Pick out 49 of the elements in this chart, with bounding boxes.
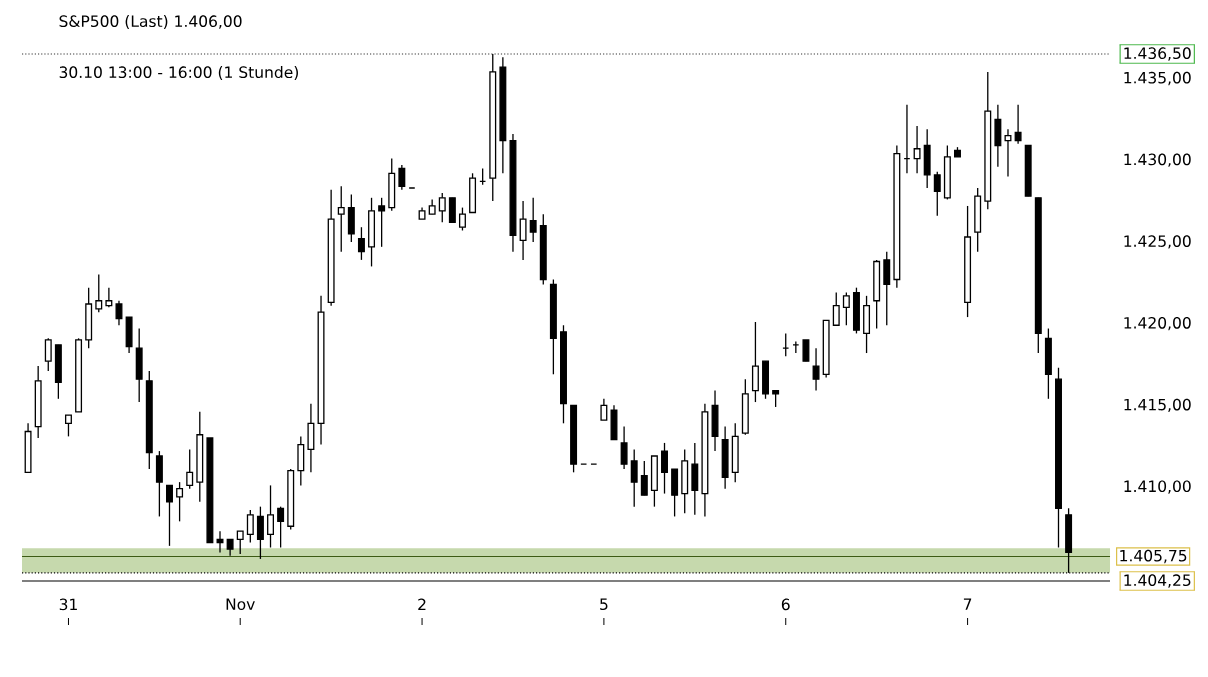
candlestick <box>166 484 173 547</box>
candlestick <box>267 484 274 549</box>
candlestick <box>256 505 264 560</box>
chart-title: S&P500 (Last) 1.406,00 <box>59 15 242 29</box>
candlestick <box>95 273 103 313</box>
candlestick <box>64 414 72 438</box>
text: 30.10 13:00 - 16:00 (1 Stunde) <box>59 66 298 80</box>
candlestick <box>357 226 365 261</box>
candlestick <box>620 425 628 470</box>
x-tick-label: 2 <box>418 598 426 611</box>
y-tick-label: 1.430,00 <box>1124 153 1191 167</box>
y-tick-label: 1.435,00 <box>1124 71 1191 86</box>
candlestick <box>933 171 941 217</box>
ref-line-label: 1.405,75 <box>1120 549 1187 564</box>
candlestick <box>378 197 386 248</box>
y-tick-label: 1.425,00 <box>1124 235 1191 249</box>
candlestick <box>105 287 113 308</box>
candlestick <box>640 460 648 496</box>
candlestick <box>630 448 638 508</box>
candlestick <box>842 291 850 326</box>
x-tick-label: 31 <box>59 598 77 611</box>
candlestick <box>438 192 446 223</box>
candlestick <box>44 337 52 372</box>
candlestick <box>186 448 194 490</box>
candlestick <box>600 398 608 421</box>
y-tick-label: 1.436,50 <box>1124 47 1191 61</box>
x-tick-label: 7 <box>963 598 972 610</box>
y-tick-label: 1.410,00 <box>1124 480 1191 494</box>
candlestick <box>246 509 254 544</box>
candlestick <box>236 530 244 555</box>
y-tick-label: 1.404,25 <box>1124 574 1191 588</box>
candlestick <box>802 339 810 362</box>
y-tick-label: 1.415,00 <box>1124 398 1191 412</box>
candlestick <box>176 481 184 522</box>
x-tick-label: Nov <box>226 598 255 611</box>
candlestick <box>529 197 537 243</box>
candlestick <box>1014 104 1022 145</box>
candlestick <box>661 442 668 495</box>
x-tick-label: 5 <box>600 598 608 611</box>
candlestick <box>832 291 840 326</box>
candlestick <box>458 206 466 232</box>
candlestick <box>913 125 921 174</box>
candlestick <box>277 505 285 549</box>
y-tick-label: 1.420,00 <box>1124 316 1191 331</box>
candlestick <box>398 164 406 191</box>
x-tick-label: 6 <box>781 598 790 611</box>
candlestick <box>337 185 345 253</box>
candlestick <box>812 347 820 392</box>
candlestick <box>519 200 527 261</box>
